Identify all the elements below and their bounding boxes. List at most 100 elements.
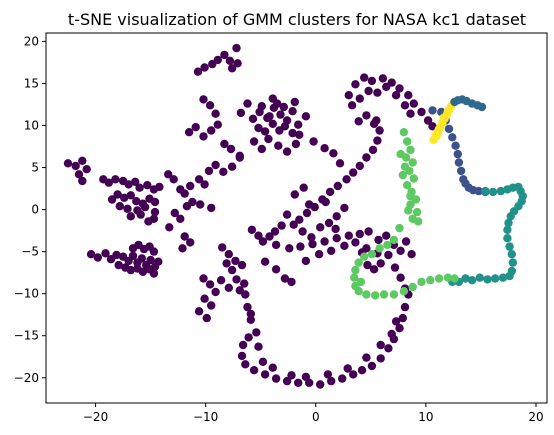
scatter-point [279,102,288,112]
scatter-point [406,109,415,118]
scatter-point [384,344,393,353]
scatter-point [329,149,338,158]
scatter-point [235,153,244,162]
scatter-point [428,106,437,115]
scatter-point [280,122,290,131]
scatter-point [193,67,203,76]
scatter-point [136,210,145,219]
scatter-point [373,136,382,145]
scatter-point [227,162,237,171]
scatter-point [454,158,464,167]
scatter-point [364,227,373,236]
scatter-point [222,259,231,268]
scatter-point [295,215,304,224]
scatter-point [258,237,268,246]
scatter-point [138,267,148,276]
scatter-point [351,80,360,89]
scatter-point [282,376,292,386]
scatter-point [219,167,228,176]
scatter-point [254,123,263,133]
scatter-point [149,214,159,223]
scatter-point [375,244,384,253]
scatter-point [323,370,333,379]
scatter-point [383,240,392,250]
y-tick-label: −5 [21,245,39,259]
scatter-point [232,275,241,284]
scatter-point [340,203,349,213]
scatter-point [414,217,423,226]
scatter-point [200,294,209,303]
scatter-point [258,357,268,366]
scatter-point [432,131,442,140]
scatter-point [260,370,270,379]
scatter-point [403,181,412,190]
scatter-point [349,168,358,177]
scatter-point [451,141,460,150]
scatter-point [225,56,235,65]
scatter-point [357,366,367,375]
x-axis: −20 −10 0 10 20 [83,403,544,424]
scatter-point [355,161,364,171]
scatter-point [237,260,247,270]
scatter-point [287,277,296,287]
scatter-point [404,206,413,215]
scatter-point [294,378,303,387]
scatter-point [289,220,298,229]
scatter-point [155,182,164,192]
scatter-point [344,91,353,100]
scatter-point [324,218,334,228]
scatter-point [351,238,360,247]
scatter-point [288,128,297,138]
scatter-point [396,246,405,255]
scatter-point [360,73,369,82]
scatter-point [399,128,409,137]
scatter-point [271,374,281,383]
scatter-point [264,134,273,144]
scatter-point [74,170,84,179]
scatter-point [332,212,341,221]
scatter-point [113,190,122,199]
scatter-point [63,159,73,168]
scatter-point [211,287,220,297]
scatter-point [170,208,179,218]
scatter-point [508,258,518,267]
scatter-point [379,290,389,299]
scatter-point [316,223,325,232]
scatter-point [396,149,405,159]
scatter-point [376,354,385,363]
scatter-point [241,360,250,369]
scatter-point [340,241,349,250]
scatter-point [150,207,160,217]
scatter-point [282,147,292,156]
scatter-point [389,235,399,245]
scatter-point [149,247,159,256]
scatter-point [260,257,270,266]
scatter-point [199,95,208,104]
scatter-point [180,232,189,241]
scatter-point [409,174,418,183]
series-0 [63,43,437,389]
scatter-point [165,223,174,232]
scatter-point [375,126,384,135]
scatter-point [496,186,505,196]
scatter-point [143,181,152,190]
scatter-point [186,238,195,247]
scatter-point [224,283,233,292]
scatter-point [150,197,160,207]
scatter-point [237,351,247,361]
points-layer [63,43,527,389]
scatter-point [483,275,492,284]
scatter-point [180,189,189,198]
series-3 [350,128,459,300]
scatter-point [254,342,263,351]
scatter-point [213,120,222,129]
scatter-point [243,302,252,312]
scatter-point [506,212,515,221]
scatter-point [376,259,385,268]
scatter-point [120,193,129,202]
scatter-point [268,94,277,103]
scatter-point [398,313,407,323]
scatter-point [268,363,277,372]
scatter-point [378,74,388,83]
scatter-point [247,225,257,234]
